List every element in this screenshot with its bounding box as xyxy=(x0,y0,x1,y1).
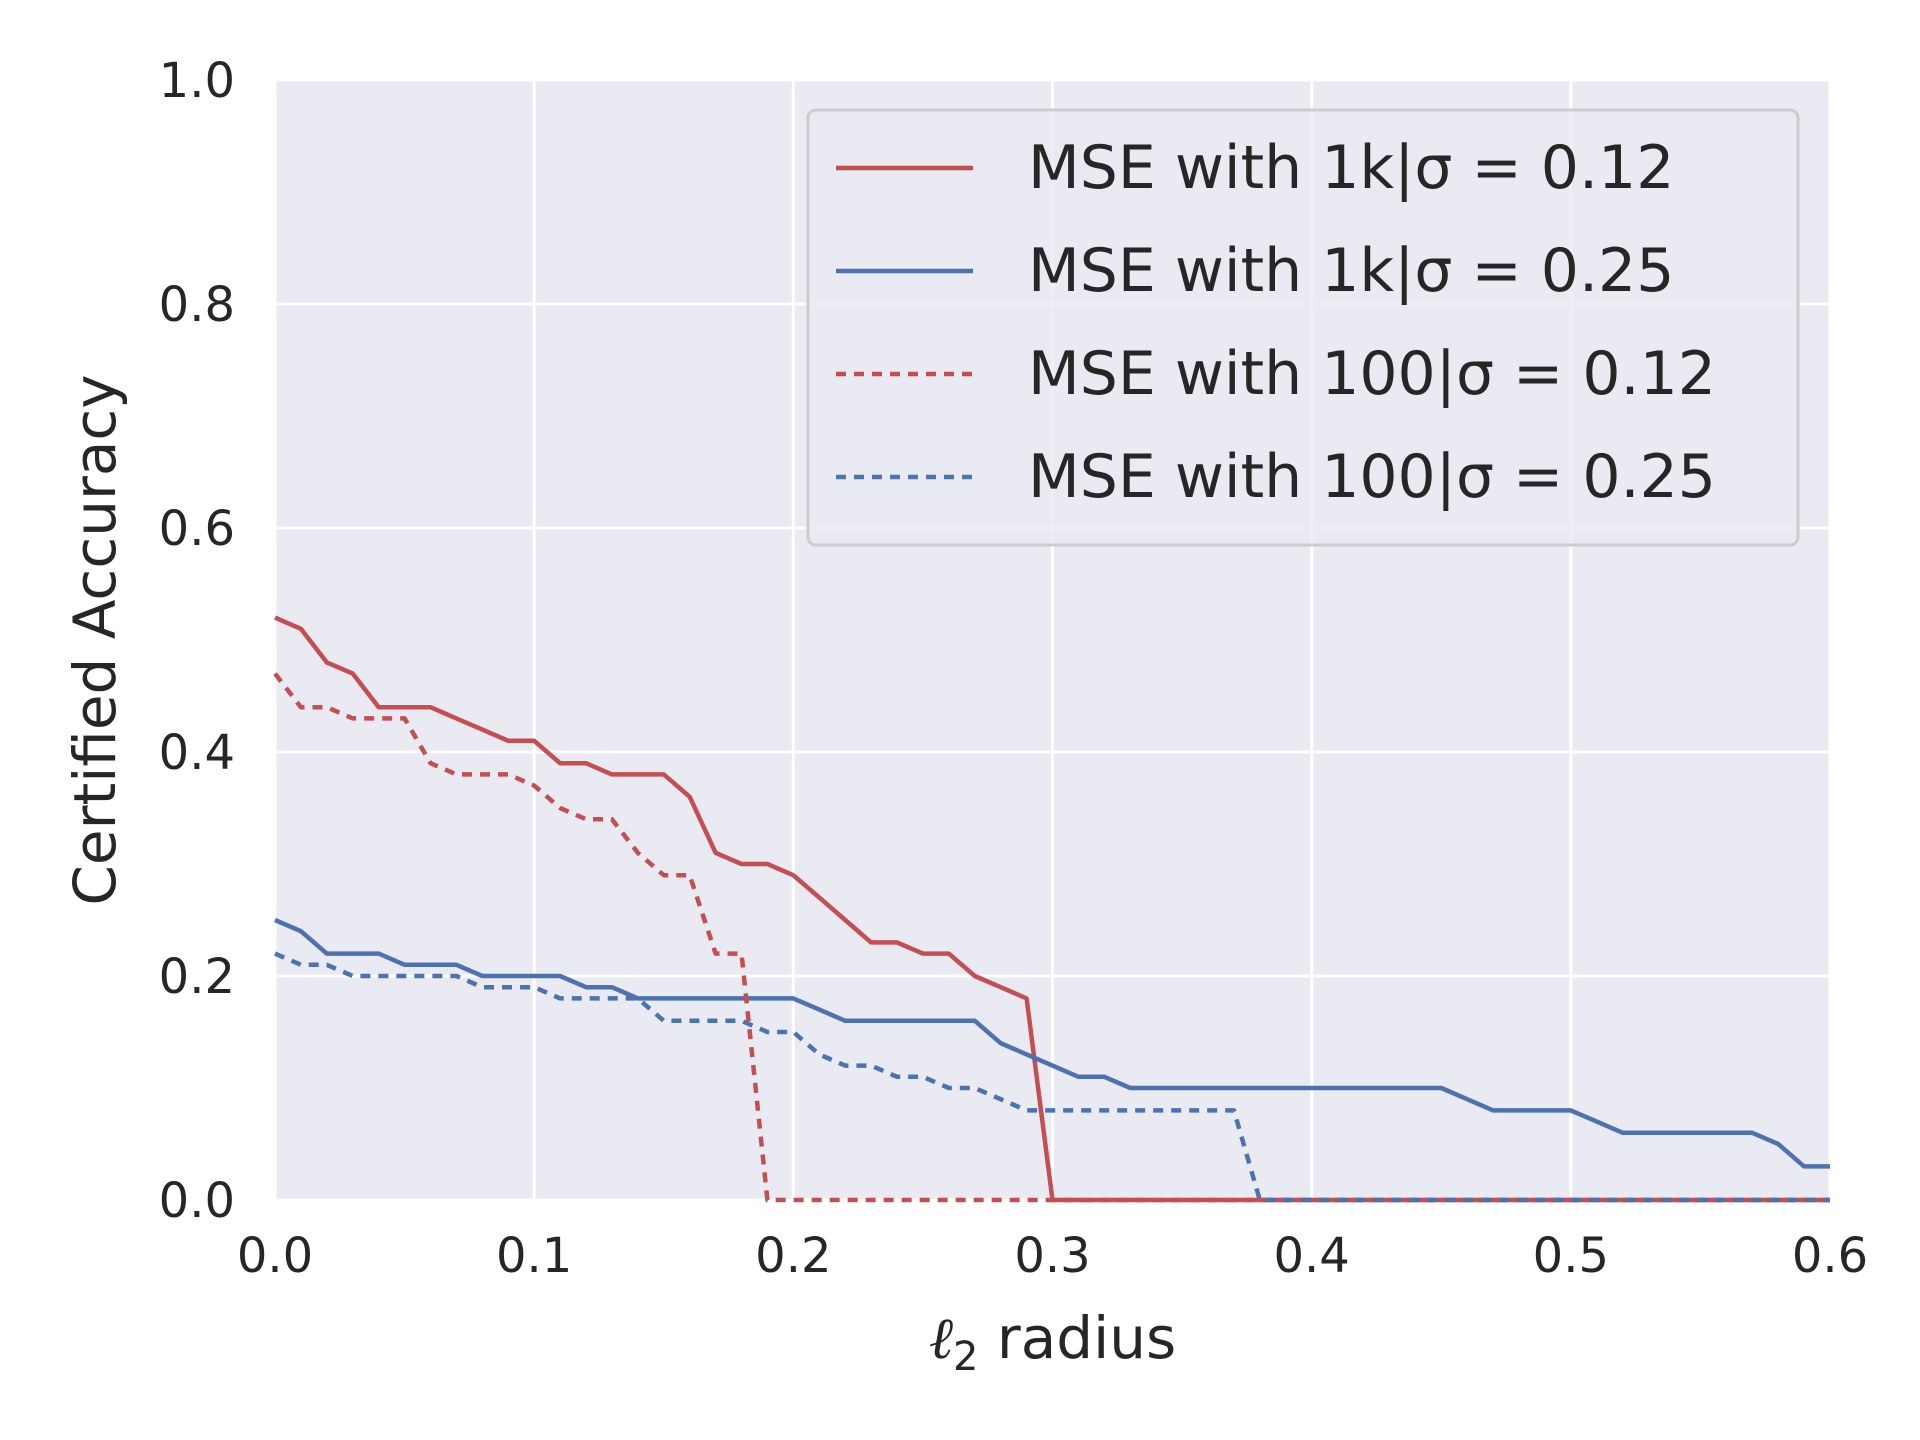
series-line-3 xyxy=(273,672,1830,1203)
legend-label: MSE with 1k|σ = 0.25 xyxy=(1028,236,1674,306)
x-tick-label: 0.3 xyxy=(1014,1228,1090,1284)
x-tick-label: 0.4 xyxy=(1273,1228,1349,1284)
y-tick-label: 0.8 xyxy=(159,277,235,333)
legend-label: MSE with 1k|σ = 0.12 xyxy=(1028,133,1674,203)
x-tick-label: 0.0 xyxy=(237,1228,313,1284)
legend-label: MSE with 100|σ = 0.12 xyxy=(1028,339,1716,409)
y-tick-label: 0.2 xyxy=(159,949,235,1005)
x-axis-label-subscript: 2 xyxy=(953,1334,978,1380)
legend-label: MSE with 100|σ = 0.25 xyxy=(1028,442,1716,512)
x-tick-label: 0.2 xyxy=(755,1228,831,1284)
x-axis-label-text: radius xyxy=(978,1304,1176,1372)
x-tick-label: 0.1 xyxy=(496,1228,572,1284)
x-axis-label: ℓ2 radius xyxy=(929,1304,1176,1380)
y-tick-label: 0.0 xyxy=(159,1173,235,1229)
tick-labels: 0.0 0.1 0.2 0.3 0.4 0.5 0.6 0.0 0.2 0.4 0.6 0.8 1.0 xyxy=(159,53,1869,1284)
series-line-4 xyxy=(274,951,1830,1203)
x-tick-label: 0.5 xyxy=(1533,1228,1609,1284)
legend-box xyxy=(806,108,1800,547)
series-line-1 xyxy=(274,615,1830,1203)
y-tick-label: 1.0 xyxy=(159,53,235,109)
y-tick-label: 0.4 xyxy=(159,725,235,781)
legend: MSE with 1k|σ = 0.12 MSE with 1k|σ = 0.25… xyxy=(806,108,1800,547)
x-axis-label-ell: ℓ xyxy=(929,1304,953,1372)
y-tick-label: 0.6 xyxy=(159,501,235,557)
y-axis-label: Certified Accuracy xyxy=(61,374,129,905)
series-lines xyxy=(273,615,1830,1203)
x-tick-label: 0.6 xyxy=(1792,1228,1868,1284)
series-line-2 xyxy=(274,917,1830,1169)
